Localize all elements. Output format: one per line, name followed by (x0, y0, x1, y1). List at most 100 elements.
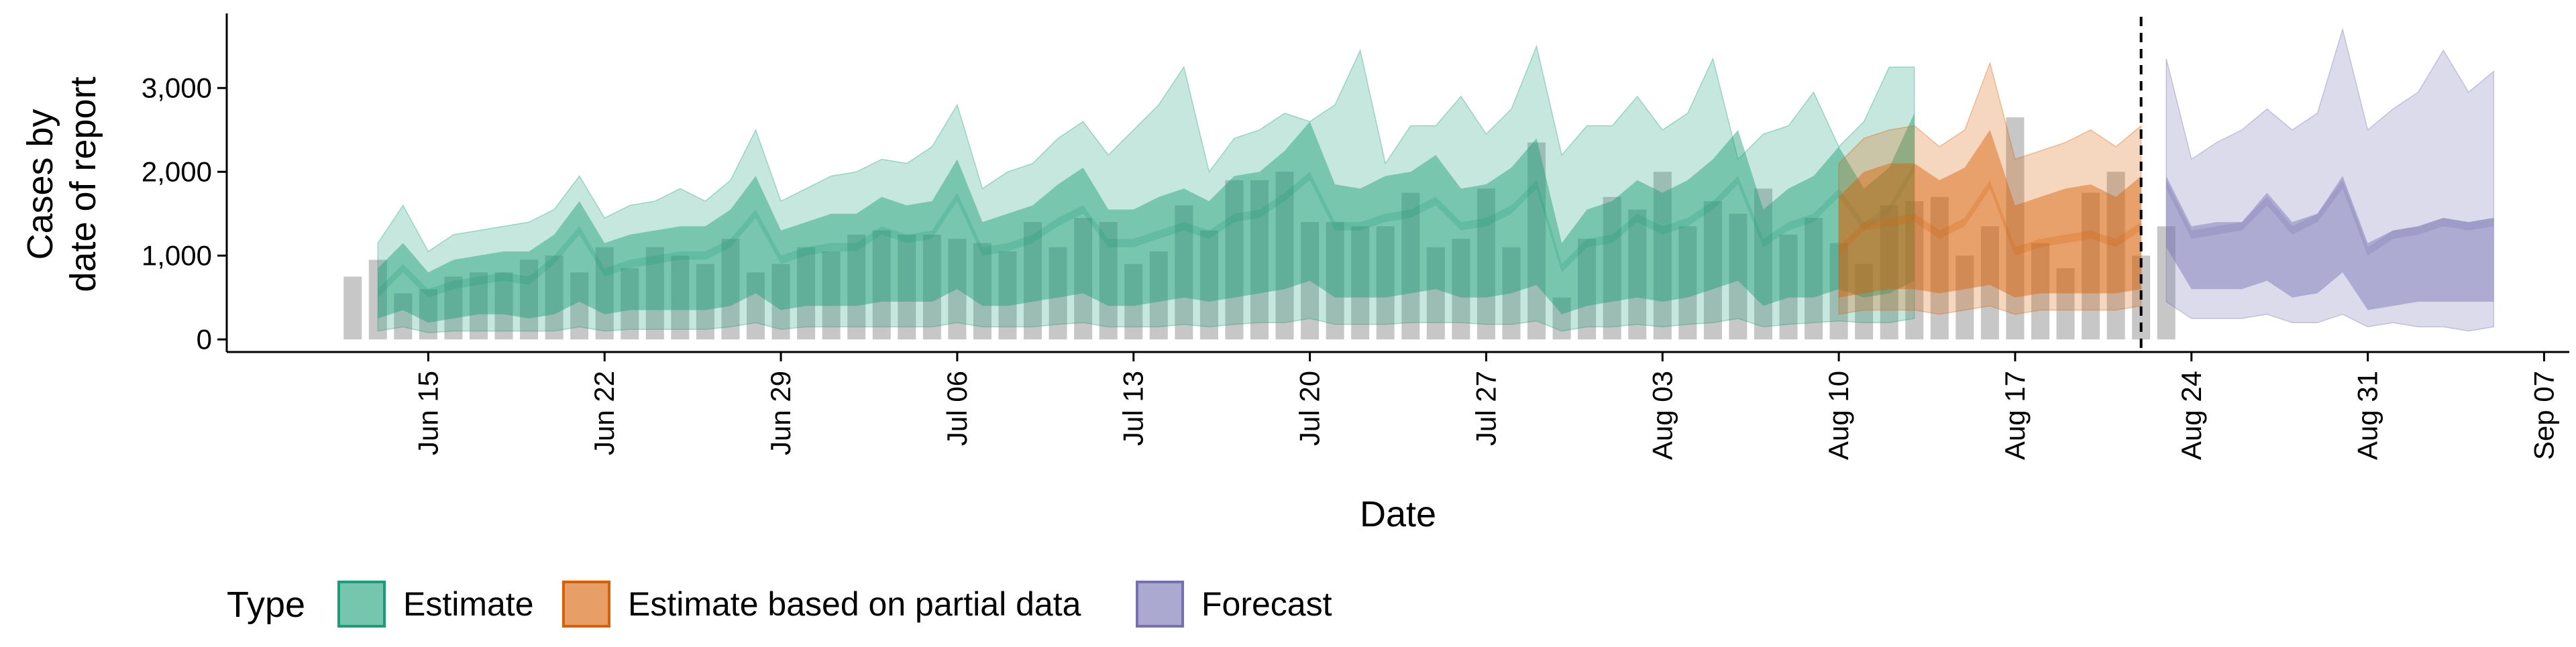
data-bar (1477, 188, 1495, 340)
estimate-based-on-partial-data-outer-band (1838, 61, 2142, 315)
legend-swatch (337, 581, 386, 628)
data-bar (1603, 196, 1621, 340)
x-tick-label: Aug 31 (2352, 371, 2383, 460)
data-bar (898, 235, 916, 340)
data-bar (1502, 247, 1521, 340)
data-bar (494, 272, 513, 340)
data-bar (1703, 201, 1722, 340)
data-bar (520, 259, 539, 340)
data-bar (746, 272, 765, 340)
x-tick-label: Aug 10 (1823, 371, 1854, 460)
data-bar (1829, 243, 1848, 340)
y-tick-label: 3,000 (142, 72, 212, 103)
y-axis-title-line: Cases by (20, 109, 60, 259)
data-bar (1980, 226, 1999, 340)
data-bar (1452, 239, 1470, 340)
data-bar (1955, 255, 1974, 340)
bar-layer (343, 117, 2176, 340)
data-bar (1351, 226, 1370, 340)
x-tick-label: Jul 20 (1294, 371, 1326, 446)
data-bar (2056, 268, 2075, 340)
x-tick-label: Aug 03 (1646, 371, 1678, 460)
legend-label: Estimate based on partial data (628, 585, 1081, 623)
data-bar (1779, 235, 1798, 340)
x-tick-label: Jul 06 (941, 371, 973, 446)
data-bar (948, 239, 967, 340)
forecast-outer-band (2165, 27, 2495, 332)
data-bar (1905, 201, 1924, 340)
x-tick-label: Jun 15 (412, 371, 443, 455)
data-bar (1880, 205, 1898, 340)
data-bar (1124, 263, 1143, 340)
data-bar (368, 259, 387, 340)
x-tick-label: Aug 17 (1999, 371, 2031, 460)
estimate-based-on-partial-data-inner-band (1839, 129, 2141, 298)
x-tick-label: Jul 27 (1470, 371, 1501, 446)
data-bar (1074, 218, 1093, 340)
data-bar (1275, 172, 1294, 340)
data-bar (1376, 226, 1395, 340)
data-bar (1930, 196, 1949, 340)
data-bar (2082, 192, 2100, 340)
data-bar (545, 255, 564, 340)
data-bar (1301, 222, 1320, 340)
data-bar (1578, 239, 1597, 340)
data-bar (1729, 213, 1748, 340)
data-bar (1225, 180, 1244, 340)
data-bar (922, 235, 941, 340)
y-tick-label: 1,000 (142, 239, 212, 271)
x-tick-label: Jun 29 (765, 371, 796, 455)
data-bar (1552, 297, 1571, 340)
data-bar (973, 243, 991, 340)
legend-swatch (562, 581, 610, 628)
data-bar (822, 251, 841, 340)
data-bar (1628, 209, 1647, 340)
data-bar (621, 268, 639, 340)
data-bar (872, 230, 891, 340)
data-bar (2106, 172, 2125, 340)
data-bar (1175, 205, 1193, 340)
data-bar (998, 251, 1017, 340)
data-bar (696, 263, 714, 340)
data-bar (394, 293, 413, 340)
data-bar (1401, 192, 1420, 340)
data-bar (2031, 243, 2050, 340)
data-bar (797, 247, 816, 340)
data-bar (1527, 142, 1546, 340)
data-bar (1855, 263, 1874, 340)
y-tick-label: 2,000 (142, 156, 212, 187)
data-bar (721, 239, 740, 340)
data-bar (2006, 117, 2025, 340)
x-axis-title: Date (1360, 494, 1436, 534)
data-bar (1149, 251, 1168, 340)
data-bar (1049, 247, 1067, 340)
x-tick-label: Jul 13 (1118, 371, 1149, 446)
data-bar (847, 235, 866, 340)
data-bar (771, 263, 790, 340)
axes-layer: 0 1,000 2,000 3,000 Jun 15 Jun 22 Jun 29 Jul 06… (20, 13, 2569, 534)
data-bar (444, 276, 463, 340)
x-tick-label: Sep 07 (2528, 371, 2559, 460)
x-tick-label: Aug 24 (2176, 371, 2207, 460)
legend-label: Forecast (1201, 585, 1332, 623)
data-bar (671, 255, 690, 340)
forecast-inner-band (2166, 176, 2494, 310)
data-bar (419, 289, 437, 340)
data-bar (1754, 188, 1772, 340)
data-bar (1678, 226, 1697, 340)
y-axis-title-line: date of report (63, 76, 103, 292)
legend-label: Estimate (403, 585, 534, 623)
data-bar (1326, 222, 1344, 340)
y-tick-label: 0 (197, 323, 212, 355)
data-bar (2157, 226, 2176, 340)
estimate-based-on-partial-data-median-band (1839, 180, 2141, 256)
data-bar (1250, 180, 1269, 340)
x-tick-label: Jun 22 (588, 371, 620, 455)
data-bar (570, 272, 589, 340)
data-bar (1653, 172, 1672, 340)
estimate-outer-band (377, 44, 1915, 334)
data-bar (343, 276, 362, 340)
data-bar (1024, 222, 1042, 340)
